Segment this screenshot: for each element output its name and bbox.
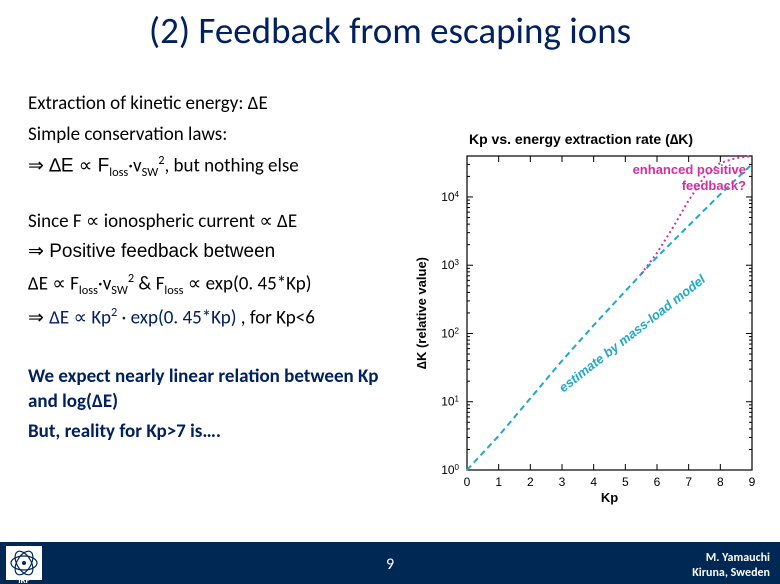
svg-text:103: 103 [441,258,459,273]
svg-text:102: 102 [441,326,459,341]
chart-kp-dk: Kp vs. energy extraction rate (∆K)100101… [412,128,764,506]
svg-text:feedback?: feedback? [682,178,746,193]
svg-text:9: 9 [749,475,756,489]
svg-text:7: 7 [685,475,692,489]
p2a: Since F ∝ ionospheric current ∝ ∆E [28,210,408,235]
svg-text:100: 100 [441,463,459,478]
p3b: But, reality for Kp>7 is…. [28,420,408,445]
svg-text:6: 6 [654,475,661,489]
svg-text:∆K (relative value): ∆K (relative value) [414,257,429,369]
svg-text:104: 104 [441,189,459,204]
svg-text:enhanced positive: enhanced positive [633,162,746,177]
slide-number: 9 [0,555,780,574]
credit: M. Yamauchi Kiruna, Sweden [692,551,770,580]
p1b: Simple conservation laws: [28,123,408,148]
slide-title: (2) Feedback from escaping ions [0,8,780,53]
p2c: ∆E ∝ Floss·vSW2 & Floss ∝ exp(0. 45*Kp) [28,271,408,299]
footer-bar: IRF 9 M. Yamauchi Kiruna, Sweden [0,542,780,584]
p1a: Extraction of kinetic energy: ∆E [28,92,408,117]
svg-text:8: 8 [717,475,724,489]
irf-label: IRF [6,575,42,584]
svg-text:4: 4 [590,475,597,489]
svg-text:1: 1 [495,475,502,489]
svg-text:Kp vs. energy extraction rat: Kp vs. energy extraction rate (∆K) [469,131,693,147]
svg-text:101: 101 [441,394,459,409]
svg-text:3: 3 [559,475,566,489]
svg-text:5: 5 [622,475,629,489]
p2d: ⇒ ∆E ∝ Kp2 · exp(0. 45*Kp) , for Kp<6 [28,305,408,331]
plot-area: Kp vs. energy extraction rate (∆K)100101… [414,131,756,505]
p2b: ⇒ Positive feedback between [28,240,408,265]
body-text: Extraction of kinetic energy: ∆E Simple … [28,92,408,451]
svg-text:Kp: Kp [601,490,618,505]
svg-text:2: 2 [527,475,534,489]
svg-text:0: 0 [464,475,471,489]
p3a: We expect nearly linear relation between… [28,365,408,414]
slide: (2) Feedback from escaping ions Extracti… [0,0,780,584]
p1c: ⇒ ∆E ∝ Floss·vSW2, but nothing else [28,153,408,181]
chart-svg: Kp vs. energy extraction rate (∆K)100101… [412,128,764,506]
